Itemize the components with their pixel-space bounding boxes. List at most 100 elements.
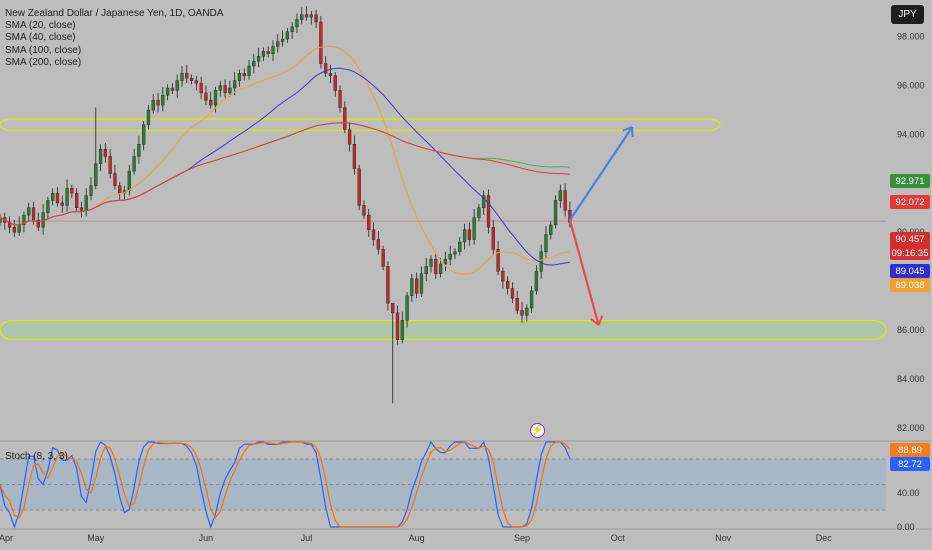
candle-body bbox=[501, 271, 505, 282]
candle-body bbox=[137, 144, 141, 157]
x-tick-label: May bbox=[87, 533, 105, 543]
candle-body bbox=[113, 173, 117, 186]
candle-body bbox=[132, 156, 136, 172]
candle-body bbox=[27, 207, 31, 216]
bearish-projection-arrow bbox=[568, 219, 600, 326]
candle-body bbox=[252, 60, 256, 67]
candle-body bbox=[434, 258, 438, 274]
candle-body bbox=[472, 217, 476, 240]
candle-body bbox=[233, 80, 237, 89]
candle-body bbox=[127, 170, 131, 191]
candle-body bbox=[419, 273, 424, 294]
candle-body bbox=[529, 290, 534, 309]
candle-body bbox=[462, 229, 467, 243]
candle-body bbox=[271, 46, 275, 54]
sma-100-legend[interactable]: SMA (100, close) bbox=[5, 44, 82, 56]
candle-body bbox=[79, 207, 84, 211]
candle-body bbox=[357, 168, 361, 206]
candle-body bbox=[453, 251, 457, 255]
candle-body bbox=[84, 195, 88, 211]
candle-body bbox=[376, 239, 380, 250]
candle-body bbox=[156, 100, 160, 106]
candle-body bbox=[381, 249, 385, 267]
candle-body bbox=[17, 224, 21, 233]
sma-200-legend[interactable]: SMA (200, close) bbox=[5, 56, 82, 68]
candle-body bbox=[223, 85, 227, 94]
y-tick-label: 98.000 bbox=[897, 32, 925, 42]
candle-body bbox=[304, 14, 309, 18]
stoch-legend[interactable]: Stoch (8, 3, 3) bbox=[5, 451, 68, 462]
candle-body bbox=[22, 214, 26, 226]
candle-body bbox=[458, 241, 462, 252]
x-tick-label: Jul bbox=[301, 533, 313, 543]
candle-body bbox=[51, 192, 55, 201]
candle-body bbox=[324, 63, 328, 74]
candle-body bbox=[242, 73, 246, 76]
stoch-tick-label: 40.00 bbox=[897, 488, 920, 498]
candle-body bbox=[161, 95, 165, 106]
candle-body bbox=[491, 227, 495, 250]
candle-body bbox=[352, 144, 357, 169]
sma200-price-tag: 92.072 bbox=[890, 195, 930, 209]
chart-legend: New Zealand Dollar / Japanese Yen, 1D, O… bbox=[5, 8, 223, 69]
candle-body bbox=[266, 51, 270, 54]
candle-body bbox=[108, 156, 112, 174]
last-price-tag: 90.457 bbox=[890, 232, 930, 246]
candle-body bbox=[142, 124, 146, 145]
candle-body bbox=[534, 271, 539, 292]
currency-button[interactable]: JPY bbox=[891, 5, 924, 24]
candle-body bbox=[544, 234, 548, 252]
candle-body bbox=[558, 190, 562, 201]
candle-body bbox=[228, 87, 232, 94]
candle-body bbox=[438, 263, 443, 274]
y-tick-label: 86.000 bbox=[897, 325, 925, 335]
sma-20-legend[interactable]: SMA (20, close) bbox=[5, 20, 76, 32]
candle-body bbox=[261, 51, 266, 57]
candle-body bbox=[429, 258, 433, 267]
candle-body bbox=[477, 207, 481, 218]
candle-body bbox=[256, 56, 261, 62]
candle-body bbox=[319, 21, 323, 64]
x-tick-label: Sep bbox=[514, 533, 530, 543]
arrow-head bbox=[597, 315, 604, 326]
sma100-price-tag: 92.971 bbox=[890, 174, 930, 188]
candle-body bbox=[367, 214, 371, 230]
stoch-k-tag: 82.72 bbox=[890, 457, 930, 471]
candle-body bbox=[467, 229, 471, 240]
candle-body bbox=[539, 251, 543, 272]
candle-body bbox=[199, 82, 203, 94]
arrow-head bbox=[590, 318, 600, 326]
candle-body bbox=[525, 307, 529, 316]
sma40-price-tag: 89.045 bbox=[890, 264, 930, 278]
candle-body bbox=[237, 73, 242, 81]
candle-body bbox=[189, 78, 194, 81]
candle-body bbox=[247, 65, 251, 76]
candle-body bbox=[395, 312, 400, 340]
candle-body bbox=[448, 254, 452, 260]
candle-body bbox=[70, 188, 74, 194]
lightning-icon[interactable]: ⚡ bbox=[530, 423, 545, 438]
candle-body bbox=[496, 249, 500, 272]
candle-body bbox=[213, 90, 218, 106]
candle-body bbox=[362, 205, 366, 216]
candle-body bbox=[410, 278, 414, 296]
candle-body bbox=[300, 14, 304, 20]
candle-body bbox=[280, 38, 285, 42]
candle-body bbox=[486, 195, 491, 228]
stoch-tick-label: 0.00 bbox=[897, 522, 915, 532]
candle-body bbox=[343, 107, 347, 130]
candle-body bbox=[347, 129, 352, 145]
candle-body bbox=[506, 280, 510, 289]
candle-body bbox=[371, 229, 376, 240]
y-tick-label: 82.000 bbox=[897, 423, 925, 433]
candle-body bbox=[12, 227, 17, 233]
candle-body bbox=[209, 100, 213, 106]
candle-body bbox=[194, 80, 198, 84]
candle-body bbox=[175, 80, 179, 91]
candle-body bbox=[103, 148, 107, 157]
sma-40-legend[interactable]: SMA (40, close) bbox=[5, 32, 76, 44]
candle-body bbox=[65, 188, 69, 206]
x-tick-label: Oct bbox=[611, 533, 626, 543]
